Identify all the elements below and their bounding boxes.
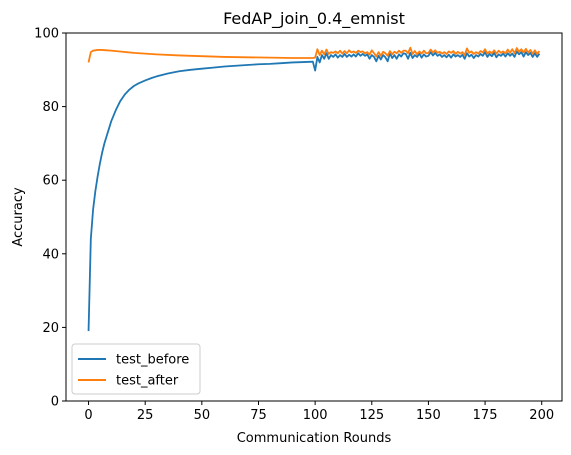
y-tick-label: 40 [42,247,59,262]
y-tick-label: 20 [42,321,59,336]
y-tick-label: 80 [42,100,59,115]
x-tick-label: 200 [529,408,554,423]
x-tick-label: 0 [84,408,92,423]
legend-box [71,343,201,395]
x-tick-label: 150 [416,408,441,423]
legend: test_before test_after [71,343,201,395]
legend-label-test_after: test_after [116,374,179,389]
series-layer [87,46,541,332]
legend-label-test_before: test_before [116,353,189,368]
y-tick-label: 60 [42,174,59,189]
x-tick-label: 125 [359,408,384,423]
axes-layer: 0 25 50 75 100 125 150 175 200 0 20 40 60 80 100 [34,27,563,423]
x-tick-label: 50 [194,408,211,423]
axes-frame [65,32,563,402]
chart-title: FedAP_join_0.4_emnist [223,9,405,29]
plot-area [66,33,562,401]
x-tick-label: 75 [250,408,267,423]
x-tick-label: 25 [137,408,154,423]
x-tick-label: 175 [473,408,498,423]
series-line-test_before [87,50,541,332]
y-tick-label: 0 [51,395,59,410]
y-tick-label: 100 [34,27,59,42]
y-axis-label: Accuracy [11,187,26,247]
x-tick-label: 100 [303,408,328,423]
x-axis-label: Communication Rounds [237,431,392,446]
series-line-test_after [87,46,541,63]
